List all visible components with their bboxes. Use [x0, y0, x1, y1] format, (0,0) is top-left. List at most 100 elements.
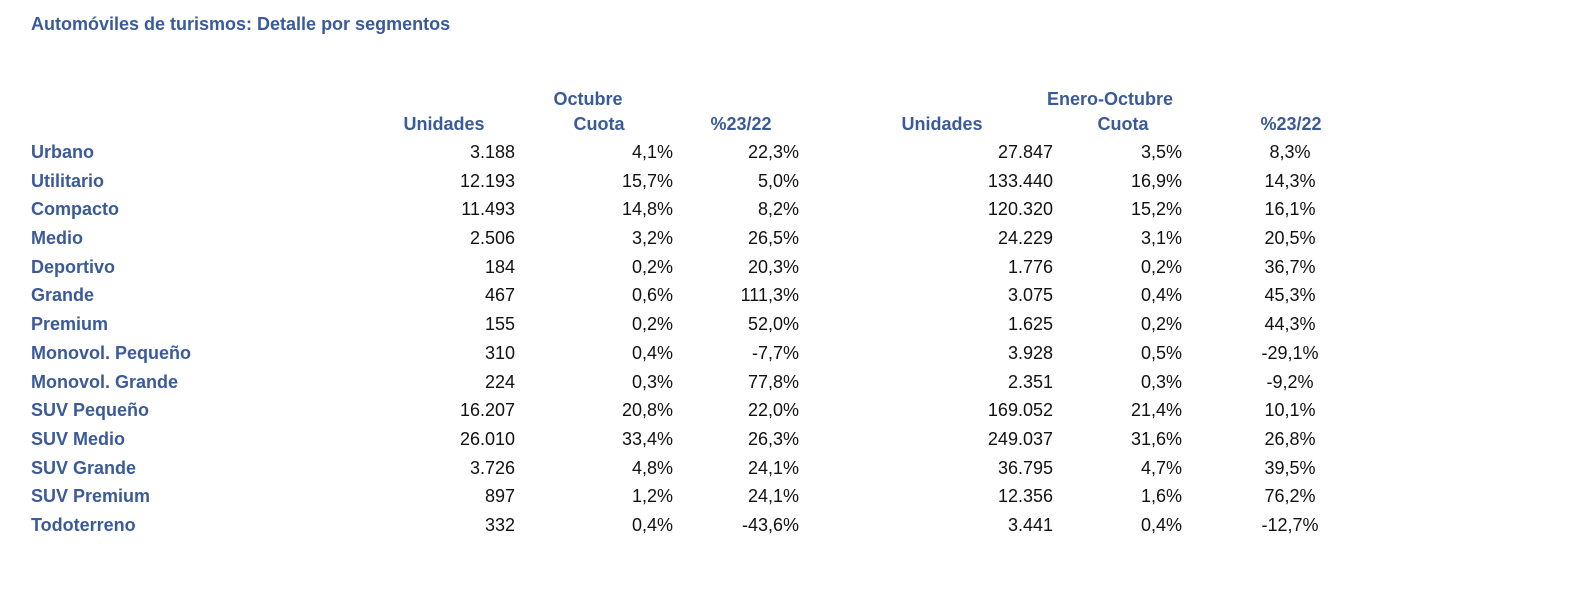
oct-share-cell: 15,7%: [621, 170, 673, 191]
ytd-change-cell: -9,2%: [1266, 371, 1314, 392]
ytd-share-cell: 0,2%: [1140, 314, 1182, 335]
oct-units-cell: 11.493: [461, 199, 515, 220]
segment-label: SUV Pequeño: [31, 400, 150, 421]
ytd-units-cell: 133.440: [987, 170, 1053, 191]
oct-units-cell: 2.506: [469, 228, 515, 249]
table-row: Monovol. Pequeño 310 0,4% -7,7% 3.928 0,5% -29…: [0, 341, 1578, 370]
segment-label: SUV Medio: [31, 428, 126, 449]
ytd-units-cell: 249.037: [987, 428, 1053, 449]
ytd-share-cell: 0,2%: [1140, 256, 1182, 277]
ytd-change-cell: 76,2%: [1264, 486, 1316, 507]
oct-change-cell: 24,1%: [747, 486, 799, 507]
oct-change-cell: 24,1%: [747, 457, 799, 478]
table-row: Grande 467 0,6% 111,3% 3.075 0,4% 45,3%: [0, 283, 1578, 312]
segments-table: Urbano 3.188 4,1% 22,3% 27.847 3,5% 8,3% Utilit…: [0, 140, 1578, 542]
table-row: Deportivo 184 0,2% 20,3% 1.776 0,2% 36,7%: [0, 255, 1578, 284]
oct-change-cell: 8,2%: [757, 199, 799, 220]
ytd-share-cell: 4,7%: [1140, 457, 1182, 478]
oct-units-cell: 467: [484, 285, 515, 306]
segment-label: Monovol. Pequeño: [31, 342, 191, 363]
oct-change-cell: -43,6%: [741, 514, 799, 535]
oct-share-cell: 20,8%: [621, 400, 673, 421]
oct-units-cell: 16.207: [459, 400, 515, 421]
oct-share-cell: 3,2%: [631, 228, 673, 249]
oct-units-cell: 3.726: [469, 457, 515, 478]
segment-label: Grande: [31, 285, 95, 306]
ytd-share-cell: 0,4%: [1140, 514, 1182, 535]
segment-label: Medio: [31, 228, 83, 249]
ytd-units-cell: 12.356: [997, 486, 1053, 507]
ytd-change-cell: 14,3%: [1264, 170, 1316, 191]
ytd-change-cell: 36,7%: [1264, 256, 1316, 277]
oct-units-cell: 12.193: [459, 170, 515, 191]
ytd-share-cell: 31,6%: [1130, 428, 1182, 449]
ytd-share-cell: 21,4%: [1130, 400, 1182, 421]
oct-units-cell: 897: [484, 486, 515, 507]
ytd-share-cell: 3,5%: [1140, 142, 1182, 162]
ytd-share-cell: 15,2%: [1130, 199, 1182, 220]
ytd-units-cell: 1.625: [1007, 314, 1053, 335]
october-group-header: Octubre: [553, 89, 623, 109]
ytd-change-cell: -12,7%: [1261, 514, 1319, 535]
ytd-share-header: Cuota: [1097, 114, 1149, 134]
ytd-change-cell: 16,1%: [1264, 199, 1316, 220]
ytd-share-cell: 1,6%: [1140, 486, 1182, 507]
ytd-share-cell: 16,9%: [1130, 170, 1182, 191]
segment-label: Deportivo: [31, 256, 116, 277]
oct-share-cell: 0,4%: [631, 342, 673, 363]
oct-share-cell: 0,2%: [631, 314, 673, 335]
ytd-change-cell: 20,5%: [1264, 228, 1316, 249]
oct-change-cell: 5,0%: [757, 170, 799, 191]
oct-change-cell: -7,7%: [751, 342, 799, 363]
oct-share-cell: 0,6%: [631, 285, 673, 306]
oct-units-cell: 224: [484, 371, 515, 392]
table-row: Utilitario 12.193 15,7% 5,0% 133.440 16,9% 14,…: [0, 169, 1578, 198]
ytd-change-cell: 44,3%: [1264, 314, 1316, 335]
ytd-units-cell: 3.928: [1007, 342, 1053, 363]
oct-share-cell: 0,2%: [631, 256, 673, 277]
oct-units-cell: 332: [484, 514, 515, 535]
ytd-units-cell: 3.075: [1007, 285, 1053, 306]
oct-units-header: Unidades: [403, 114, 485, 134]
segment-label: SUV Premium: [31, 486, 151, 507]
oct-change-cell: 26,5%: [747, 228, 799, 249]
ytd-change-cell: -29,1%: [1261, 342, 1319, 363]
table-row: Urbano 3.188 4,1% 22,3% 27.847 3,5% 8,3%: [0, 140, 1578, 169]
segment-label: Compacto: [31, 199, 120, 220]
ytd-change-header: %23/22: [1260, 114, 1322, 134]
ytd-units-cell: 120.320: [987, 199, 1053, 220]
oct-share-cell: 14,8%: [621, 199, 673, 220]
ytd-units-cell: 36.795: [997, 457, 1053, 478]
segment-label: Monovol. Grande: [31, 371, 179, 392]
ytd-group-header: Enero-Octubre: [1046, 89, 1174, 109]
ytd-change-cell: 45,3%: [1264, 285, 1316, 306]
ytd-units-header: Unidades: [901, 114, 983, 134]
oct-units-cell: 310: [484, 342, 515, 363]
oct-share-cell: 4,8%: [631, 457, 673, 478]
oct-units-cell: 26.010: [459, 428, 515, 449]
segment-label: SUV Grande: [31, 457, 137, 478]
ytd-share-cell: 0,3%: [1140, 371, 1182, 392]
oct-share-cell: 4,1%: [631, 142, 673, 162]
ytd-units-cell: 169.052: [987, 400, 1053, 421]
segment-label: Urbano: [31, 142, 94, 162]
page-title: Automóviles de turismos: Detalle por seg…: [31, 14, 451, 34]
ytd-units-cell: 27.847: [997, 142, 1053, 162]
table-row: Compacto 11.493 14,8% 8,2% 120.320 15,2% 16,1%: [0, 197, 1578, 226]
table-row: Medio 2.506 3,2% 26,5% 24.229 3,1% 20,5%: [0, 226, 1578, 255]
ytd-units-cell: 24.229: [997, 228, 1053, 249]
ytd-change-cell: 10,1%: [1264, 400, 1316, 421]
table-row: SUV Medio 26.010 33,4% 26,3% 249.037 31,6% 26,…: [0, 427, 1578, 456]
oct-change-header: %23/22: [710, 114, 772, 134]
table-row: SUV Pequeño 16.207 20,8% 22,0% 169.052 21,4% 1…: [0, 398, 1578, 427]
oct-change-cell: 22,3%: [747, 142, 799, 162]
table-row: SUV Premium 897 1,2% 24,1% 12.356 1,6% 76,2%: [0, 484, 1578, 513]
segment-label: Todoterreno: [31, 514, 136, 535]
segment-label: Utilitario: [31, 170, 105, 191]
ytd-units-cell: 3.441: [1007, 514, 1053, 535]
table-row: Premium 155 0,2% 52,0% 1.625 0,2% 44,3%: [0, 312, 1578, 341]
oct-change-cell: 26,3%: [747, 428, 799, 449]
oct-share-cell: 1,2%: [631, 486, 673, 507]
ytd-share-cell: 3,1%: [1140, 228, 1182, 249]
segment-label: Premium: [31, 314, 109, 335]
